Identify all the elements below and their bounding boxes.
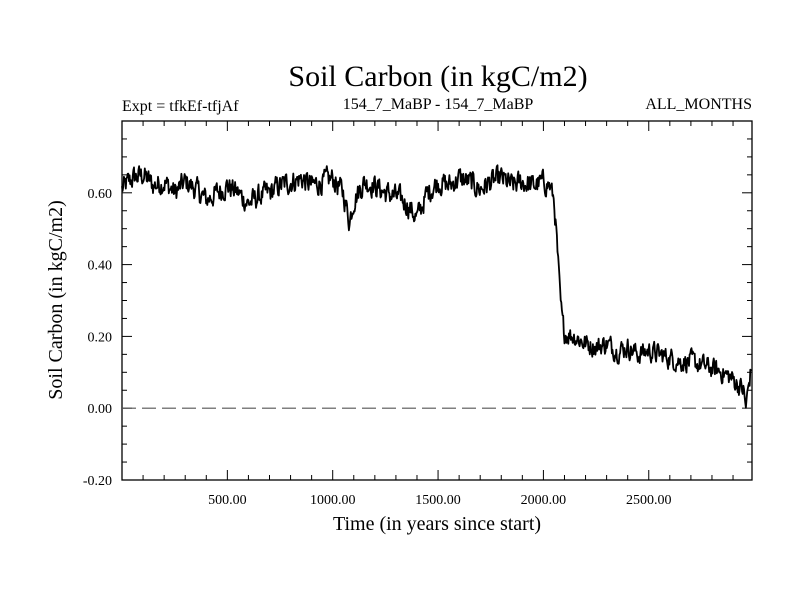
y-tick-label: 0.20 [88,330,113,345]
y-axis-label: Soil Carbon (in kgC/m2) [45,200,67,399]
y-tick-label: 0.60 [88,187,113,202]
period-label: 154_7_MaBP - 154_7_MaBP [343,96,534,113]
y-tick-label: 0.00 [88,402,113,417]
y-tick-label: -0.20 [83,474,112,489]
x-tick-label: 2000.00 [521,493,567,508]
chart-title: Soil Carbon (in kgC/m2) [288,60,587,93]
plot-frame [121,120,753,481]
y-axis: -0.20 0.00 0.20 0.40 0.60 [83,138,752,489]
x-axis: 500.00 1000.00 1500.00 2000.00 2500.00 [142,121,734,508]
x-tick-label: 1500.00 [415,493,461,508]
soil-carbon-series-line [121,164,752,409]
x-axis-label: Time (in years since start) [333,513,541,535]
x-tick-label: 2500.00 [626,493,672,508]
experiment-label: Expt = tfkEf-tfjAf [122,98,239,115]
x-tick-label: 1000.00 [310,493,356,508]
x-tick-label: 500.00 [208,493,247,508]
y-tick-label: 0.40 [88,259,113,274]
months-label: ALL_MONTHS [645,96,752,113]
